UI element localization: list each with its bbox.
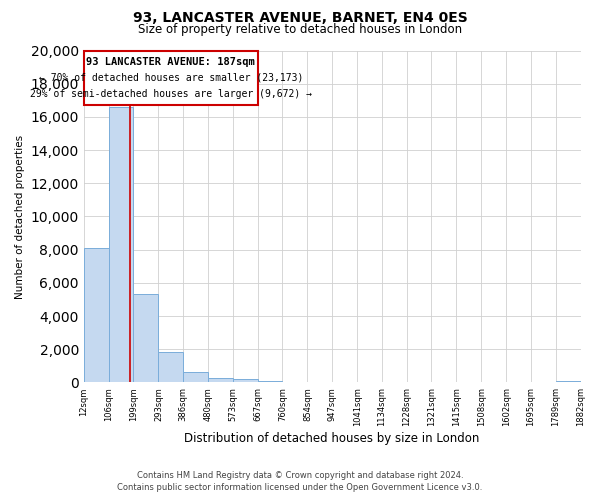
X-axis label: Distribution of detached houses by size in London: Distribution of detached houses by size … <box>184 432 480 445</box>
Text: 93 LANCASTER AVENUE: 187sqm: 93 LANCASTER AVENUE: 187sqm <box>86 57 255 67</box>
Bar <box>84 248 109 382</box>
Bar <box>109 107 133 382</box>
Text: Size of property relative to detached houses in London: Size of property relative to detached ho… <box>138 24 462 36</box>
Text: ← 70% of detached houses are smaller (23,173): ← 70% of detached houses are smaller (23… <box>38 73 303 83</box>
Bar <box>158 352 183 382</box>
Bar <box>133 294 158 382</box>
Bar <box>84 50 258 106</box>
Text: Contains HM Land Registry data © Crown copyright and database right 2024.
Contai: Contains HM Land Registry data © Crown c… <box>118 471 482 492</box>
Text: 93, LANCASTER AVENUE, BARNET, EN4 0ES: 93, LANCASTER AVENUE, BARNET, EN4 0ES <box>133 12 467 26</box>
Bar <box>233 379 258 382</box>
Bar <box>183 372 208 382</box>
Y-axis label: Number of detached properties: Number of detached properties <box>15 134 25 298</box>
Bar <box>208 378 233 382</box>
Bar <box>258 381 283 382</box>
Text: 29% of semi-detached houses are larger (9,672) →: 29% of semi-detached houses are larger (… <box>30 88 312 99</box>
